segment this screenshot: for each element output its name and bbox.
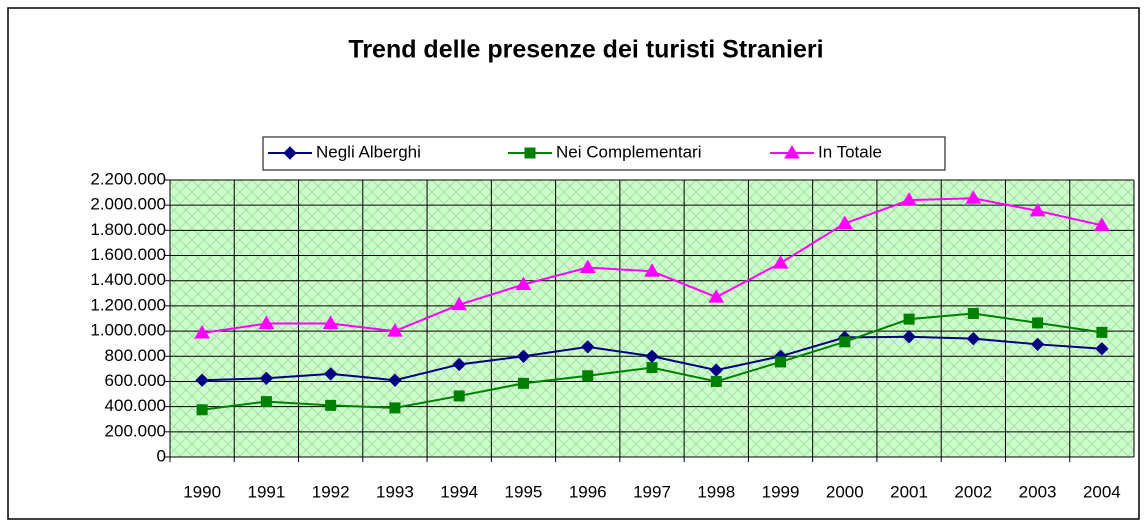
marker-square bbox=[646, 362, 658, 374]
marker-triangle bbox=[451, 296, 468, 311]
y-tick-label: 1.200.000 bbox=[90, 295, 166, 314]
legend-box bbox=[262, 136, 946, 171]
marker-triangle bbox=[708, 289, 725, 303]
plot-area bbox=[170, 180, 1134, 457]
marker-diamond bbox=[966, 331, 981, 346]
marker-square bbox=[524, 147, 536, 159]
marker-diamond bbox=[283, 146, 297, 160]
x-tick-label: 2002 bbox=[954, 482, 992, 501]
marker-triangle bbox=[387, 323, 403, 337]
y-tick-label: 600.000 bbox=[105, 371, 166, 390]
marker-square bbox=[903, 313, 915, 325]
marker-square bbox=[839, 336, 851, 348]
x-tick-label: 1990 bbox=[183, 482, 221, 501]
marker-diamond bbox=[1095, 342, 1109, 356]
marker-diamond bbox=[195, 373, 209, 387]
y-tick-label: 1.400.000 bbox=[90, 270, 166, 289]
y-tick-label: 200.000 bbox=[105, 421, 166, 440]
chart-title: Trend delle presenze dei turisti Stranie… bbox=[348, 36, 823, 64]
marker-triangle bbox=[194, 324, 211, 339]
marker-diamond bbox=[388, 373, 402, 387]
x-tick-label: 1993 bbox=[376, 482, 414, 501]
marker-diamond bbox=[452, 357, 466, 372]
marker-diamond bbox=[1030, 337, 1045, 352]
x-tick-label: 2003 bbox=[1019, 482, 1057, 501]
marker-triangle bbox=[836, 215, 853, 229]
y-tick-label: 2.000.000 bbox=[90, 195, 166, 214]
marker-triangle bbox=[322, 315, 339, 330]
marker-square bbox=[517, 377, 529, 389]
y-tick-label: 400.000 bbox=[105, 396, 166, 415]
marker-triangle bbox=[1093, 217, 1110, 231]
marker-square bbox=[389, 402, 401, 414]
marker-square bbox=[325, 399, 337, 411]
y-tick-label: 800.000 bbox=[105, 346, 166, 365]
x-tick-label: 2001 bbox=[890, 482, 928, 501]
x-tick-label: 1998 bbox=[697, 482, 735, 501]
x-tick-label: 1999 bbox=[762, 482, 800, 501]
y-tick-label: 1.600.000 bbox=[90, 245, 166, 264]
marker-triangle bbox=[644, 263, 660, 277]
y-tick-label: 0 bbox=[157, 446, 166, 465]
x-tick-label: 1992 bbox=[312, 482, 350, 501]
marker-triangle bbox=[965, 190, 982, 204]
x-tick-label: 1995 bbox=[505, 482, 543, 501]
y-tick-label: 1.000.000 bbox=[90, 321, 166, 340]
marker-square bbox=[967, 307, 979, 319]
x-tick-label: 2004 bbox=[1083, 482, 1121, 501]
marker-triangle bbox=[258, 315, 275, 330]
marker-square bbox=[1096, 326, 1108, 338]
marker-square bbox=[260, 396, 272, 408]
x-tick-label: 2000 bbox=[826, 482, 864, 501]
legend-label: Negli Alberghi bbox=[316, 142, 421, 161]
legend-label: In Totale bbox=[818, 142, 882, 161]
marker-diamond bbox=[259, 371, 274, 386]
x-tick-label: 1994 bbox=[440, 482, 478, 501]
marker-triangle bbox=[784, 145, 800, 159]
marker-square bbox=[775, 356, 787, 368]
marker-diamond bbox=[516, 349, 531, 363]
marker-diamond bbox=[581, 340, 595, 354]
legend-label: Nei Complementari bbox=[556, 142, 702, 161]
marker-triangle bbox=[515, 276, 532, 291]
legend: Negli Alberghi Nei Complementari In Totale bbox=[268, 142, 882, 161]
marker-square bbox=[710, 375, 722, 387]
marker-triangle bbox=[772, 255, 789, 269]
marker-diamond bbox=[902, 330, 916, 344]
marker-square bbox=[196, 404, 208, 416]
x-tick-label: 1996 bbox=[569, 482, 607, 501]
y-tick-label: 1.800.000 bbox=[90, 220, 166, 239]
x-tick-label: 1997 bbox=[633, 482, 671, 501]
marker-triangle bbox=[1029, 202, 1046, 217]
marker-triangle bbox=[901, 192, 917, 206]
y-tick-label: 2.200.000 bbox=[90, 169, 166, 188]
marker-triangle bbox=[579, 259, 596, 274]
marker-diamond bbox=[323, 367, 338, 381]
marker-square bbox=[453, 390, 465, 402]
marker-square bbox=[1032, 317, 1044, 329]
x-tick-label: 1991 bbox=[247, 482, 285, 501]
marker-square bbox=[582, 370, 594, 382]
